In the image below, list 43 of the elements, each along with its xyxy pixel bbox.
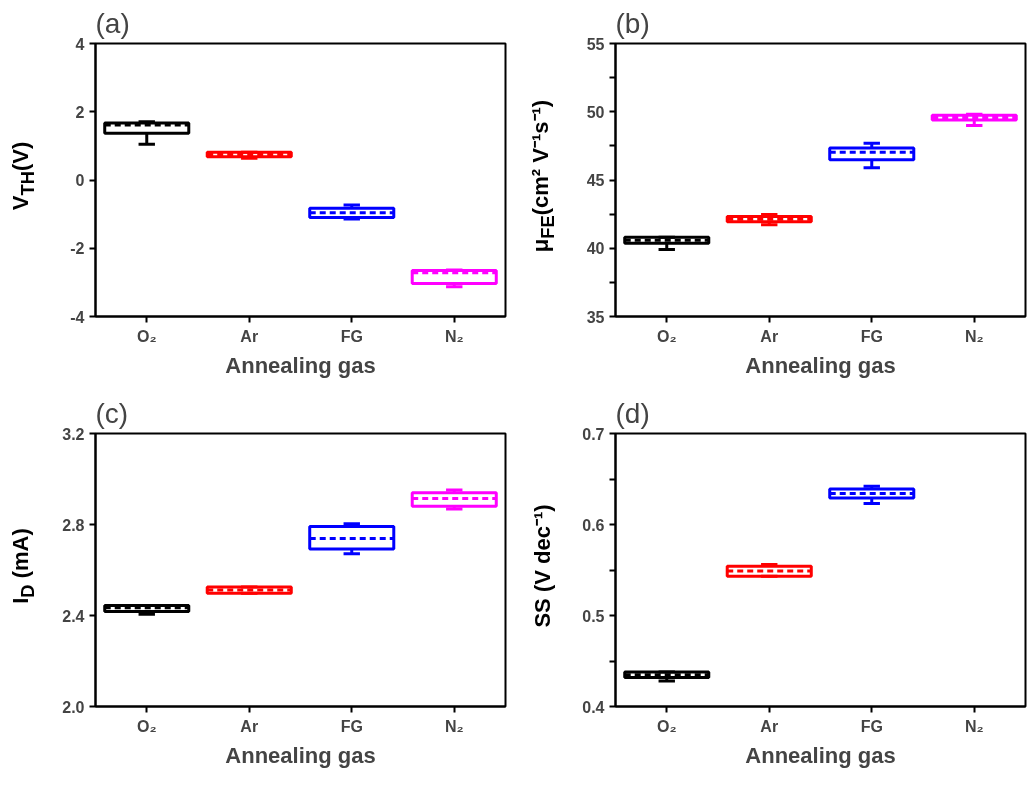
y-tick-label: 45 (586, 172, 605, 189)
x-tick-label: FG (340, 327, 363, 345)
chart-title: (b) (615, 7, 650, 39)
y-tick-label: 2.4 (62, 607, 85, 625)
y-tick-label: -4 (70, 308, 85, 326)
y-tick-label: 4 (75, 35, 85, 53)
x-tick-label: N₂ (444, 717, 464, 735)
chart-title: (a) (95, 7, 130, 39)
y-tick-label: -2 (70, 240, 85, 258)
y-tick-label: 0.7 (582, 425, 605, 443)
x-axis-title: Annealing gas (745, 742, 896, 768)
chart-title: (c) (95, 397, 129, 429)
x-tick-label: FG (860, 327, 883, 345)
x-tick-label: Ar (240, 717, 259, 735)
x-tick-label: Ar (760, 717, 779, 735)
x-tick-label: O₂ (656, 327, 677, 345)
x-tick-label: N₂ (964, 717, 984, 735)
x-tick-label: O₂ (136, 327, 157, 345)
chart-title: (d) (615, 397, 650, 429)
x-tick-label: O₂ (136, 717, 157, 735)
x-tick-label: N₂ (444, 327, 464, 345)
y-tick-label: 55 (586, 35, 605, 53)
y-axis-title: SS (V dec⁻¹) (528, 504, 556, 628)
x-tick-label: FG (860, 717, 883, 735)
y-tick-label: 2 (75, 103, 85, 121)
x-axis-title: Annealing gas (225, 742, 376, 768)
x-tick-label: FG (340, 717, 363, 735)
y-tick-label: 0.5 (582, 607, 605, 625)
x-axis-title: Annealing gas (745, 352, 896, 378)
y-tick-label: 0 (75, 172, 85, 189)
y-tick-label: 2.0 (62, 698, 85, 716)
x-axis-title: Annealing gas (225, 352, 376, 378)
y-tick-label: 40 (586, 240, 605, 258)
x-tick-label: Ar (240, 327, 259, 345)
y-tick-label: 0.6 (582, 516, 605, 534)
y-tick-label: 2.8 (62, 516, 85, 534)
y-tick-label: 50 (586, 103, 605, 121)
x-tick-label: Ar (760, 327, 779, 345)
y-tick-label: 0.4 (582, 698, 605, 716)
x-tick-label: O₂ (656, 717, 677, 735)
y-tick-label: 3.2 (62, 425, 85, 443)
y-tick-label: 35 (586, 308, 605, 326)
x-tick-label: N₂ (964, 327, 984, 345)
